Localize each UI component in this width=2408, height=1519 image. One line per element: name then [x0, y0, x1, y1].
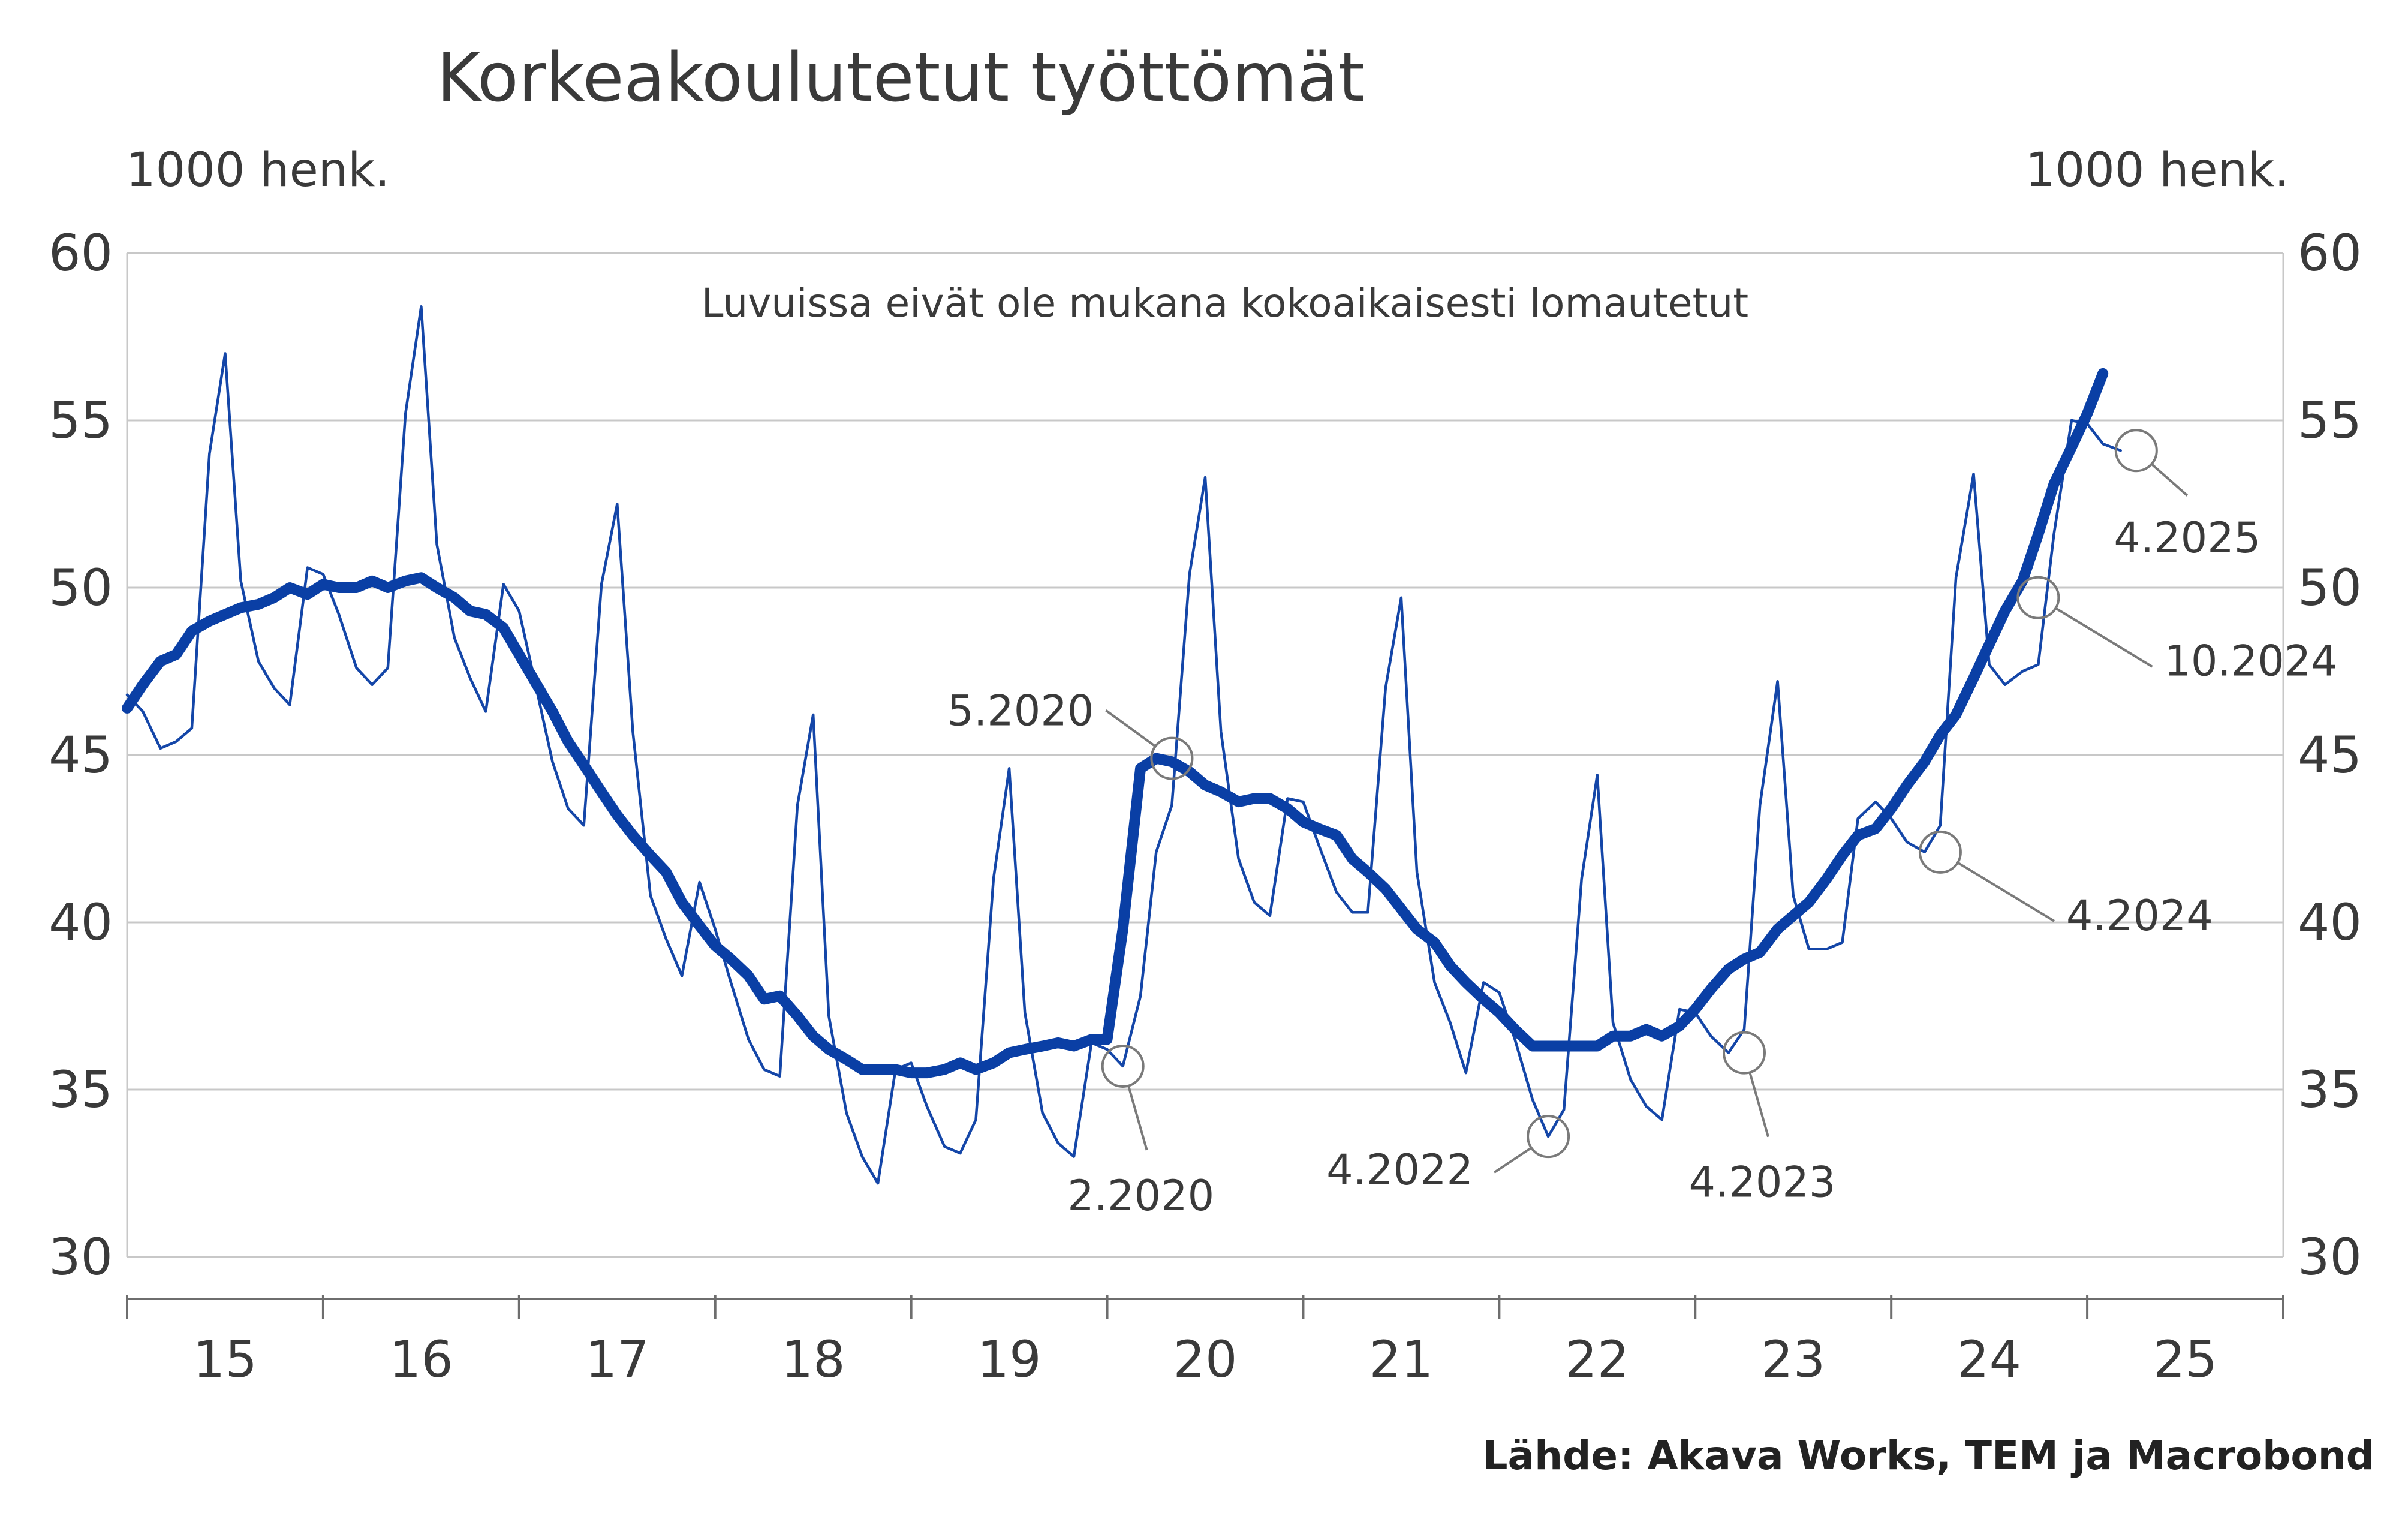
- y-tick-right-45: 45: [2298, 726, 2362, 784]
- x-tick-label-15: 15: [193, 1330, 257, 1389]
- y-tick-left-35: 35: [49, 1060, 113, 1119]
- y-tick-labels: 30 30 35 35 40 40 45 45 50 50 55 55 60 60: [49, 224, 2362, 1286]
- chart-note: Luvuissa eivät ole mukana kokoaikaisesti…: [702, 280, 1748, 326]
- annotation-label-2.2020: 2.2020: [1067, 1171, 1214, 1220]
- annotation-label-4.2023: 4.2023: [1689, 1158, 1836, 1207]
- annotation-leader: [1127, 1085, 1148, 1151]
- chart-title: Korkeakoulutetut työttömät: [437, 39, 1364, 117]
- x-tick-label-21: 21: [1369, 1330, 1433, 1389]
- y-tick-left-60: 60: [49, 224, 113, 282]
- x-tick-label-16: 16: [389, 1330, 453, 1389]
- annotation-label-4.2025: 4.2025: [2114, 513, 2260, 563]
- series-line-trend: [122, 368, 2109, 1079]
- y-tick-right-35: 35: [2298, 1060, 2362, 1119]
- annotation-leader: [1493, 1147, 1532, 1174]
- annotation-label-5.2020: 5.2020: [947, 687, 1094, 736]
- y-tick-left-45: 45: [49, 726, 113, 784]
- annotation-leader: [1956, 861, 2055, 922]
- series-lines: [122, 305, 2122, 1185]
- annotation-leader: [1105, 709, 1157, 748]
- annotation-label-4.2022: 4.2022: [1326, 1145, 1473, 1195]
- annotation-marker: [2114, 429, 2158, 473]
- x-tick-label-25: 25: [2153, 1330, 2217, 1389]
- annotation-marker: [1723, 1031, 1766, 1075]
- series-line-monthly: [125, 305, 2122, 1185]
- annotation-leader: [2055, 607, 2153, 668]
- x-tick-label-24: 24: [1957, 1330, 2021, 1389]
- x-tick-label-20: 20: [1173, 1330, 1238, 1389]
- annotation-leader: [1748, 1072, 1769, 1138]
- annotation-label-10.2024: 10.2024: [2164, 637, 2337, 686]
- y-tick-right-30: 30: [2298, 1228, 2362, 1286]
- x-axis: 15 16 17 18 19 20 21 22 23 24 25: [126, 1295, 2284, 1389]
- annotation-marker: [1527, 1115, 1570, 1159]
- annotation-marker: [1101, 1044, 1145, 1088]
- annotations: 5.2020 2.2020 4.2022 4.2023 4.2024 10.2024 4.2…: [947, 429, 2338, 1220]
- source-note: Lähde: Akava Works, TEM ja Macrobond: [1482, 1433, 2374, 1479]
- y-tick-right-55: 55: [2298, 391, 2362, 450]
- annotation-marker: [1150, 736, 1194, 780]
- y-tick-left-40: 40: [49, 893, 113, 952]
- annotation-label-4.2024: 4.2024: [2066, 891, 2213, 940]
- y-axis-label-right: 1000 henk.: [2025, 143, 2289, 197]
- y-tick-left-30: 30: [49, 1228, 113, 1286]
- y-tick-right-50: 50: [2298, 558, 2362, 617]
- x-tick-label-18: 18: [781, 1330, 845, 1389]
- annotation-marker: [2016, 576, 2060, 619]
- y-tick-right-60: 60: [2298, 224, 2362, 282]
- y-axis-label-left: 1000 henk.: [126, 143, 390, 197]
- x-tick-label-17: 17: [585, 1330, 649, 1389]
- annotation-leader: [2150, 463, 2189, 497]
- y-tick-right-40: 40: [2298, 893, 2362, 952]
- annotation-marker: [1918, 830, 1962, 874]
- x-tick-label-19: 19: [977, 1330, 1042, 1389]
- gridlines: [126, 252, 2284, 1258]
- x-tick-label-23: 23: [1761, 1330, 1825, 1389]
- y-tick-left-50: 50: [49, 558, 113, 617]
- x-tick-label-22: 22: [1565, 1330, 1629, 1389]
- y-tick-left-55: 55: [49, 391, 113, 450]
